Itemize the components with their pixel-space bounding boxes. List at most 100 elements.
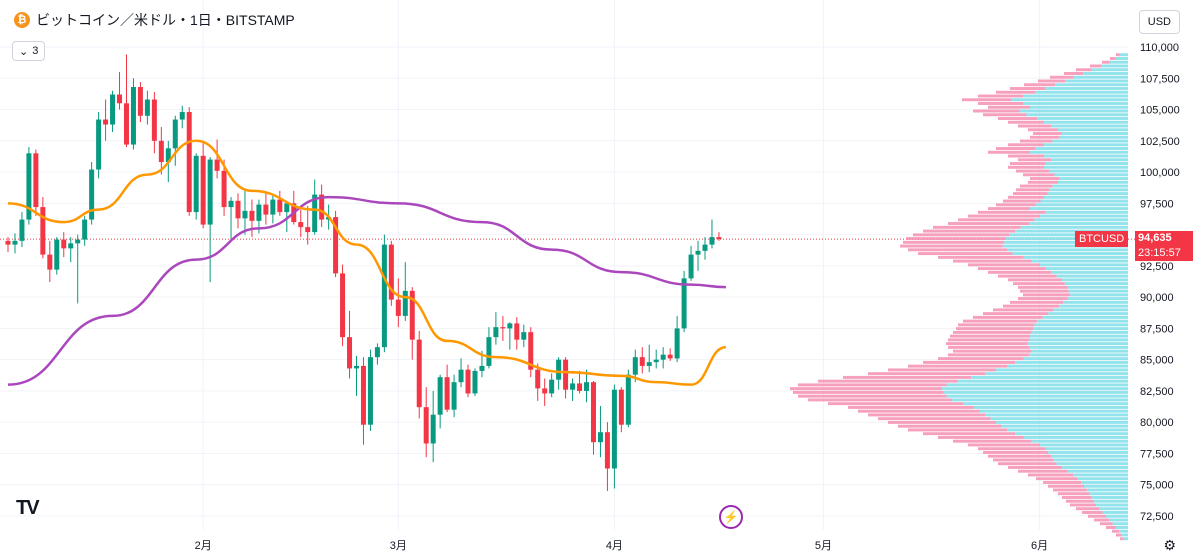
price-tick-label: 72,500 — [1140, 511, 1174, 523]
candle-body — [521, 332, 527, 340]
volume-bar-buy — [1030, 105, 1128, 109]
flash-icon[interactable]: ⚡ — [719, 505, 743, 529]
candle — [472, 368, 478, 396]
candle-body — [130, 87, 136, 145]
volume-bar-sell — [948, 222, 1029, 226]
candle — [360, 357, 366, 445]
volume-bar-sell — [988, 454, 1051, 458]
candle — [61, 232, 67, 258]
candle — [89, 162, 95, 225]
volume-bar-sell — [1003, 304, 1060, 308]
volume-bar-sell — [973, 109, 1020, 113]
candle — [563, 357, 569, 399]
volume-bar-buy — [1049, 188, 1128, 192]
candle — [716, 232, 722, 241]
candle — [688, 245, 694, 281]
volume-bar-buy — [979, 409, 1128, 413]
volume-bar-buy — [1070, 293, 1128, 297]
volume-bar-buy — [1059, 135, 1128, 139]
volume-bar-buy — [1053, 458, 1128, 462]
volume-bar-buy — [1009, 233, 1128, 237]
candle-body — [200, 155, 206, 225]
candle-body — [604, 432, 610, 469]
candle — [625, 369, 631, 428]
candle — [228, 197, 234, 241]
indicators-toggle-button[interactable]: ⌄ 3 — [12, 41, 46, 61]
volume-bar-sell — [918, 252, 1013, 256]
volume-bar-buy — [1112, 522, 1128, 526]
volume-bar-buy — [1007, 364, 1128, 368]
volume-bar-buy — [1059, 177, 1128, 181]
candle-body — [165, 148, 171, 163]
candle-body — [354, 365, 359, 369]
candle-body — [618, 389, 624, 425]
candle — [249, 199, 255, 238]
volume-bar-sell — [848, 405, 974, 409]
time-tick-label: 3月 — [390, 540, 407, 552]
candle-body — [542, 388, 548, 394]
volume-bar-buy — [1029, 338, 1128, 342]
volume-bar-sell — [1043, 480, 1082, 484]
volume-bar-buy — [1019, 109, 1128, 113]
volume-bar-sell — [1062, 495, 1092, 499]
volume-bar-buy — [1055, 83, 1128, 87]
volume-bar-buy — [1051, 454, 1128, 458]
candle — [437, 374, 443, 429]
volume-bar-sell — [1033, 132, 1062, 135]
candle-body — [235, 200, 241, 219]
candle-body — [12, 240, 18, 245]
volume-bar-sell — [1003, 199, 1041, 203]
price-tick-label: 82,500 — [1140, 386, 1174, 398]
candle — [82, 215, 88, 246]
candle — [144, 90, 150, 125]
candle-body — [625, 374, 631, 425]
candle-body — [82, 219, 88, 240]
candle — [702, 237, 708, 260]
candle — [33, 149, 39, 216]
candle — [667, 348, 673, 361]
settings-icon[interactable]: ⚙ — [1163, 537, 1176, 553]
volume-bar-buy — [1045, 210, 1128, 214]
candle — [103, 99, 109, 141]
candle — [186, 107, 192, 216]
volume-bar-sell — [968, 263, 1040, 267]
volume-bar-buy — [1067, 469, 1128, 473]
candle-body — [340, 273, 346, 338]
currency-button[interactable]: USD — [1138, 10, 1180, 34]
candle-body — [465, 369, 471, 394]
volume-bar-sell — [1008, 143, 1044, 147]
moving-averages — [7, 139, 727, 386]
volume-bar-sell — [903, 240, 1005, 244]
candle-body — [367, 357, 373, 425]
volume-bar-buy — [1040, 443, 1128, 447]
candle — [110, 90, 116, 133]
candle-body — [33, 153, 39, 208]
volume-bar-sell — [978, 210, 1046, 214]
volume-bar-sell — [898, 424, 1002, 428]
volume-bar-sell — [968, 443, 1040, 447]
candle-body — [632, 357, 638, 375]
volume-bar-sell — [808, 398, 952, 402]
volume-bar-sell — [1010, 162, 1046, 166]
price-tick-label: 107,500 — [1140, 73, 1180, 85]
volume-bar-buy — [1091, 495, 1128, 499]
candle-body — [667, 354, 673, 359]
chevron-down-icon: ⌄ — [19, 45, 29, 58]
candle — [549, 373, 555, 398]
candle — [500, 315, 506, 341]
volume-bar-buy — [1037, 117, 1128, 120]
volume-bar-sell — [1013, 192, 1048, 196]
volume-bar-buy — [1031, 330, 1128, 334]
volume-bar-sell — [1070, 503, 1097, 507]
candle-body — [172, 119, 178, 149]
candle-body — [563, 359, 569, 390]
volume-bar-sell — [1058, 492, 1090, 496]
volume-bar-buy — [1109, 60, 1128, 64]
volume-bar-buy — [1052, 184, 1128, 188]
volume-bar-buy — [1068, 289, 1128, 293]
volume-bar-sell — [1094, 518, 1110, 522]
volume-bar-sell — [1008, 278, 1062, 282]
volume-bar-buy — [1106, 514, 1128, 518]
